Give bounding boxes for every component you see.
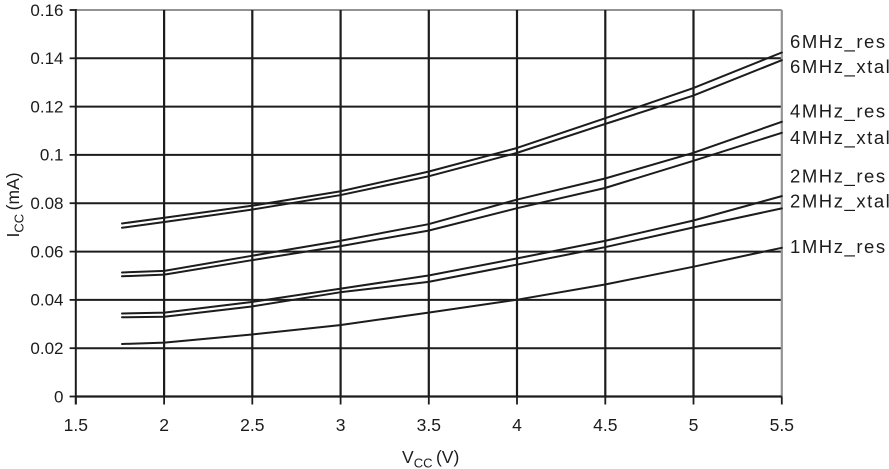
svg-text:0.1: 0.1 bbox=[40, 146, 64, 165]
svg-text:0.08: 0.08 bbox=[30, 194, 63, 213]
svg-text:4MHz_res: 4MHz_res bbox=[790, 101, 887, 123]
svg-text:3: 3 bbox=[336, 415, 346, 435]
svg-text:0.02: 0.02 bbox=[30, 339, 63, 358]
svg-text:4.5: 4.5 bbox=[593, 415, 617, 435]
svg-text:4: 4 bbox=[512, 415, 522, 435]
svg-text:0.12: 0.12 bbox=[30, 97, 63, 116]
svg-text:0.16: 0.16 bbox=[30, 1, 63, 20]
svg-text:2: 2 bbox=[159, 415, 169, 435]
svg-text:1.5: 1.5 bbox=[64, 415, 88, 435]
svg-text:0.04: 0.04 bbox=[30, 291, 63, 310]
svg-text:0: 0 bbox=[54, 387, 63, 406]
svg-text:3.5: 3.5 bbox=[417, 415, 441, 435]
svg-text:2MHz_res: 2MHz_res bbox=[790, 165, 887, 187]
svg-text:1MHz_res: 1MHz_res bbox=[790, 236, 887, 258]
svg-text:2MHz_xtal: 2MHz_xtal bbox=[790, 190, 889, 212]
svg-text:0.14: 0.14 bbox=[30, 49, 63, 68]
svg-text:0.06: 0.06 bbox=[30, 242, 63, 261]
svg-text:4MHz_xtal: 4MHz_xtal bbox=[790, 127, 889, 149]
svg-text:6MHz_res: 6MHz_res bbox=[790, 31, 887, 53]
svg-text:5: 5 bbox=[689, 415, 699, 435]
svg-text:5.5: 5.5 bbox=[770, 415, 794, 435]
svg-text:6MHz_xtal: 6MHz_xtal bbox=[790, 56, 889, 78]
svg-text:2.5: 2.5 bbox=[240, 415, 264, 435]
